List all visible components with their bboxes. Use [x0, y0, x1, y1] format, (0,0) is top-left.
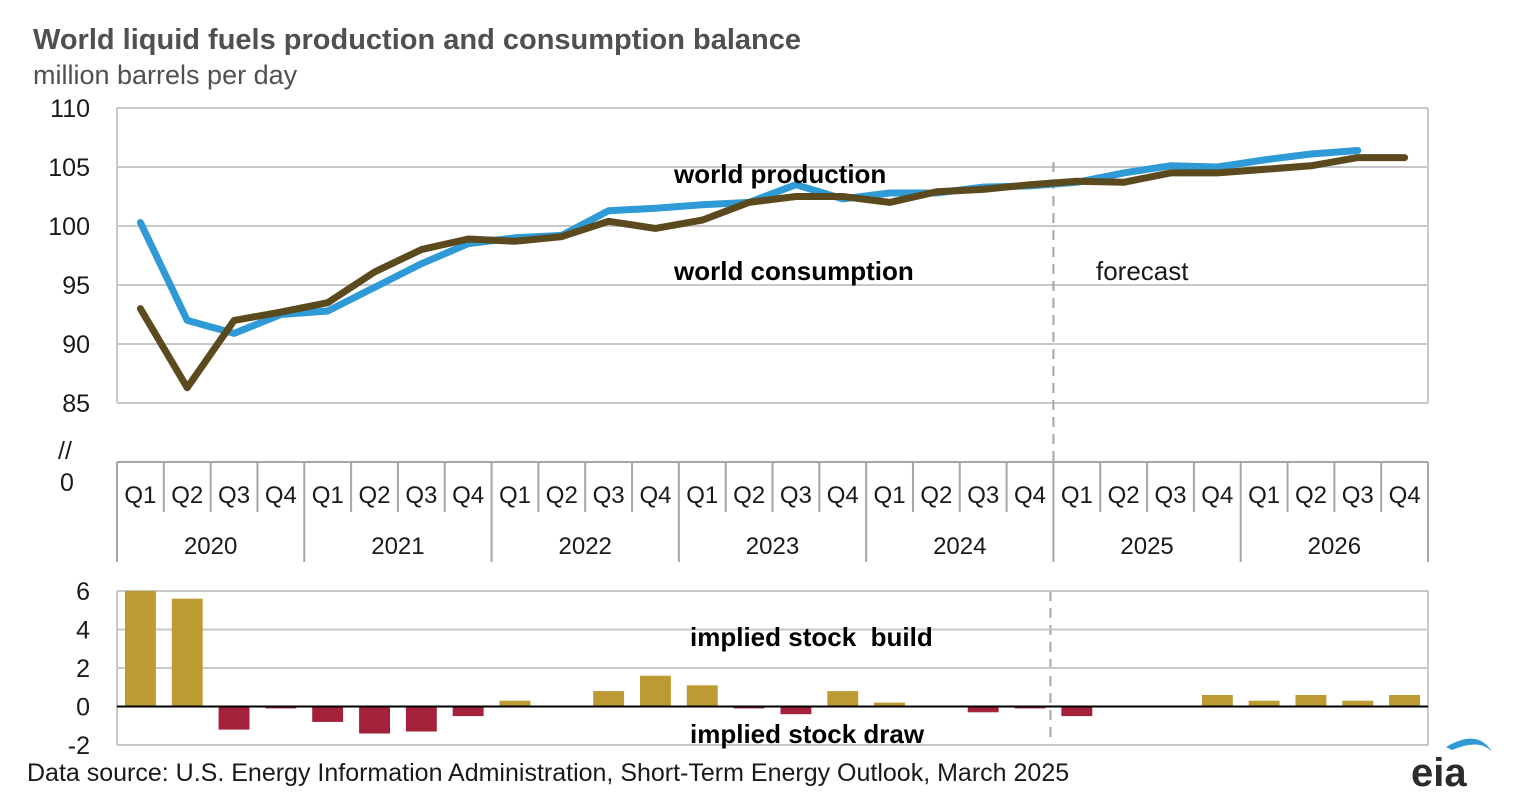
- x-tick-label-quarter: Q4: [639, 482, 671, 509]
- x-tick-label-quarter: Q2: [1108, 482, 1140, 509]
- chart-title: World liquid fuels production and consum…: [33, 24, 801, 56]
- eia-logo-text: eia: [1411, 751, 1467, 795]
- x-tick-label-quarter: Q2: [171, 482, 203, 509]
- stock-build-bar: [686, 685, 718, 707]
- x-tick-label-quarter: Q2: [359, 482, 391, 509]
- stock-build-bar: [1201, 695, 1233, 707]
- x-tick-label-quarter: Q1: [686, 482, 718, 509]
- eia-logo: eia: [1411, 738, 1492, 795]
- stock-draw-bar: [218, 706, 250, 730]
- production-annotation: world production: [673, 159, 886, 189]
- x-tick-label-year: 2023: [746, 533, 799, 560]
- forecast-divider: [1049, 162, 1055, 745]
- stock-draw-annotation: implied stock draw: [690, 719, 925, 749]
- stock-build-bar: [1389, 695, 1420, 707]
- stock-draw-bar: [405, 706, 437, 732]
- bottom-y-tick-label: -2: [68, 732, 90, 760]
- top-y-tick-label: 110: [50, 95, 90, 123]
- stock-build-bar: [171, 598, 203, 707]
- top-y-tick-label: 90: [62, 331, 90, 359]
- axis-break-mark: //: [58, 437, 72, 465]
- x-tick-label-quarter: Q2: [1295, 482, 1327, 509]
- stock-build-bar: [1248, 700, 1280, 707]
- x-tick-label-quarter: Q3: [593, 482, 625, 509]
- x-tick-label-quarter: Q3: [218, 482, 250, 509]
- x-tick-label-quarter: Q4: [1389, 482, 1421, 509]
- stock-draw-bar: [780, 706, 812, 715]
- bottom-y-tick-label: 2: [76, 655, 90, 683]
- x-tick-label-quarter: Q3: [780, 482, 812, 509]
- top-y-tick-label: 100: [48, 213, 90, 241]
- stock-build-annotation: implied stock build: [690, 622, 933, 652]
- y-tick-label-zero: 0: [60, 469, 74, 497]
- x-tick-label-quarter: Q3: [1342, 482, 1374, 509]
- bar-series-group: [117, 591, 1428, 734]
- x-tick-label-quarter: Q3: [967, 482, 999, 509]
- x-tick-label-quarter: Q1: [312, 482, 344, 509]
- top-y-tick-labels: 85 90 95 100 105 110: [48, 95, 90, 418]
- consumption-line: [136, 154, 1409, 392]
- x-tick-label-quarter: Q1: [124, 482, 156, 509]
- x-tick-label-year: 2022: [559, 533, 612, 560]
- x-axis: Q1 Q2 Q3 Q4 Q1 Q2 Q3 Q4 Q1 Q2 Q3 Q4 Q1 Q2 Q3 Q4 Q1 Q2 Q3 Q4…: [116, 461, 1429, 562]
- eia-logo-swoosh: [1446, 738, 1492, 752]
- top-y-tick-label: 105: [48, 154, 90, 182]
- x-tick-label-quarter: Q4: [265, 482, 297, 509]
- x-tick-label-quarter: Q2: [546, 482, 578, 509]
- consumption-annotation: world consumption: [673, 256, 914, 286]
- bottom-y-tick-label: 6: [76, 578, 90, 606]
- stock-build-bar: [593, 691, 625, 707]
- stock-build-bar: [499, 700, 531, 707]
- x-tick-label-quarter: Q4: [1201, 482, 1233, 509]
- bottom-y-tick-labels: -2 0 2 4 6: [68, 578, 90, 760]
- x-tick-label-year: 2021: [371, 533, 424, 560]
- x-tick-label-year: 2020: [184, 533, 237, 560]
- bottom-y-tick-label: 0: [76, 694, 90, 722]
- stock-build-bar: [640, 675, 671, 707]
- x-tick-label-quarter: Q4: [452, 482, 484, 509]
- x-tick-label-quarter: Q1: [1248, 482, 1280, 509]
- x-tick-label-quarter: Q1: [499, 482, 531, 509]
- forecast-label: forecast: [1096, 256, 1189, 286]
- stock-build-bar: [827, 691, 859, 707]
- chart-subtitle: million barrels per day: [33, 60, 298, 90]
- x-tick-label-quarter: Q2: [733, 482, 765, 509]
- x-tick-label-year: 2026: [1308, 533, 1361, 560]
- x-tick-label-quarter: Q4: [1014, 482, 1046, 509]
- stock-build-bar: [874, 702, 905, 707]
- x-tick-label-quarter: Q1: [874, 482, 906, 509]
- bottom-y-tick-label: 4: [76, 617, 90, 645]
- stock-draw-bar: [312, 706, 344, 722]
- stock-draw-bar: [1061, 706, 1093, 717]
- x-tick-label-quarter: Q2: [920, 482, 952, 509]
- x-tick-label-quarter: Q3: [405, 482, 437, 509]
- stock-build-bar: [125, 591, 156, 707]
- stock-draw-bar: [359, 706, 390, 734]
- line-series-group: [136, 147, 1409, 392]
- x-tick-label-year: 2024: [933, 533, 986, 560]
- stock-draw-bar: [452, 706, 484, 717]
- x-tick-label-quarter: Q4: [827, 482, 859, 509]
- stock-build-bar: [1295, 695, 1327, 707]
- x-tick-label-year: 2025: [1120, 533, 1173, 560]
- data-source-note: Data source: U.S. Energy Information Adm…: [27, 759, 1069, 787]
- stock-draw-bar: [967, 706, 999, 713]
- stock-build-bar: [1342, 700, 1374, 707]
- bottom-gridlines: [116, 590, 1429, 746]
- top-y-tick-label: 85: [62, 390, 90, 418]
- x-tick-label-quarter: Q1: [1061, 482, 1093, 509]
- top-y-tick-label: 95: [62, 272, 90, 300]
- top-gridlines: [116, 107, 1429, 404]
- x-tick-label-quarter: Q3: [1154, 482, 1186, 509]
